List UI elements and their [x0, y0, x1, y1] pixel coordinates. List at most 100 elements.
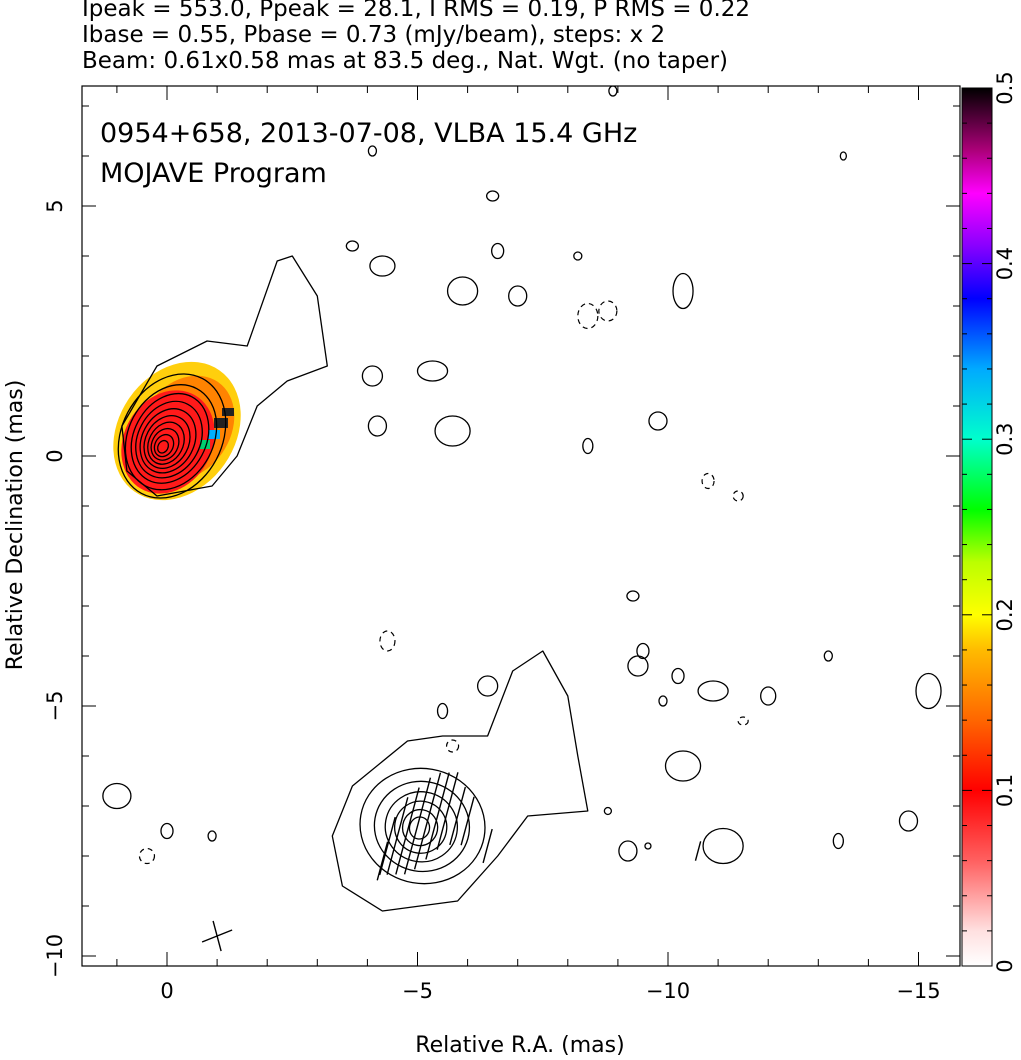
contour-island	[702, 827, 744, 865]
contour-island	[207, 830, 217, 842]
pol-vector	[425, 772, 450, 860]
contour-island	[627, 655, 649, 677]
contour-island	[672, 272, 694, 310]
contour-core	[139, 408, 197, 474]
contour-island	[446, 276, 479, 306]
contour-core	[117, 373, 227, 499]
x-axis-label: Relative R.A. (mas)	[415, 1033, 624, 1058]
contour-jet-envelope	[121, 255, 328, 497]
contour-island	[648, 411, 668, 431]
pol-patch-dark	[222, 408, 235, 416]
contour-lower-component	[384, 791, 459, 863]
contour-negative	[445, 739, 460, 753]
colorbar	[961, 87, 993, 967]
pol-patch-green	[200, 440, 211, 449]
pol-patch-blue	[208, 430, 221, 439]
contour-negative	[598, 300, 618, 322]
contour-island	[671, 667, 685, 685]
contour-core	[143, 415, 191, 469]
y-tick-label: −10	[43, 934, 67, 978]
contour-lower-component	[394, 800, 448, 854]
contour-negative	[737, 716, 749, 726]
contour-negative	[379, 630, 396, 652]
contour-core	[135, 400, 203, 479]
pol-vector	[449, 786, 467, 846]
pol-vector	[482, 828, 493, 864]
contour-core	[130, 392, 210, 484]
contour-core	[153, 433, 175, 458]
contour-island	[434, 415, 471, 447]
contour-island	[367, 415, 388, 437]
contour-island	[582, 437, 594, 455]
y-tick-label: −5	[43, 691, 67, 722]
x-tick-label: −10	[646, 979, 690, 1003]
pol-vector	[413, 772, 442, 870]
pol-vector	[403, 777, 432, 875]
contour-core	[147, 421, 185, 465]
plot-frame	[81, 85, 961, 967]
contour-island	[832, 832, 845, 850]
contour-island	[102, 782, 132, 810]
colorbar-tick-label: 0.2	[993, 598, 1017, 631]
contour-island	[823, 650, 833, 662]
x-tick-label: 0	[160, 979, 173, 1003]
contour-island	[361, 365, 384, 387]
contour-core	[156, 439, 170, 454]
contour-island	[573, 251, 583, 261]
chart-subtitle: MOJAVE Program	[100, 158, 327, 189]
contour-negative	[701, 472, 715, 490]
pol-vector	[460, 796, 475, 846]
pol-vector	[395, 787, 420, 875]
contour-island	[608, 86, 618, 97]
contour-island	[839, 151, 848, 161]
contour-negative	[577, 302, 599, 330]
colorbar-tick-label: 0.3	[993, 422, 1017, 455]
contour-island	[898, 810, 919, 832]
contour-island	[490, 242, 505, 260]
contour-island	[367, 145, 378, 157]
contour-island	[436, 702, 449, 720]
contour-island	[618, 840, 638, 862]
x-tick-label: −5	[402, 979, 433, 1003]
contour-island	[760, 686, 777, 706]
colorbar-tick-label: 0.5	[993, 71, 1017, 104]
contour-lower-component	[373, 780, 471, 873]
colorbar-tick-label: 0.4	[993, 247, 1017, 280]
header-line-peaks: Ipeak = 553.0, Ppeak = 28.1, I RMS = 0.1…	[82, 0, 751, 22]
contour-island	[915, 672, 942, 710]
y-tick-label: 5	[43, 199, 67, 212]
contour-lower-envelope	[331, 650, 589, 912]
chart-title: 0954+658, 2013-07-08, VLBA 15.4 GHz	[100, 118, 637, 149]
contour-island	[485, 190, 500, 202]
contour-island	[476, 675, 499, 697]
contour-island	[658, 695, 668, 707]
beam-cross	[212, 920, 222, 952]
contour-island	[160, 822, 174, 840]
header-line-beam: Beam: 0.61x0.58 mas at 83.5 deg., Nat. W…	[82, 48, 728, 74]
contour-lower-component	[359, 767, 486, 885]
contour-island	[416, 360, 449, 382]
contour-island	[603, 806, 613, 816]
y-axis-label: Relative Declination (mas)	[3, 380, 28, 671]
y-tick-label: 0	[43, 449, 67, 462]
pol-vector	[376, 841, 389, 881]
contour-negative	[138, 847, 156, 865]
contour-island	[697, 680, 729, 702]
contour-lower-component	[401, 808, 439, 847]
colorbar-tick-label: 0.1	[993, 774, 1017, 807]
contour-island	[345, 240, 360, 252]
contour-island	[508, 285, 528, 307]
contour-lower-component	[408, 816, 431, 840]
contour-core	[150, 427, 180, 461]
header-line-base: Ibase = 0.55, Pbase = 0.73 (mJy/beam), s…	[82, 22, 666, 48]
contour-island	[369, 255, 396, 277]
contour-island	[644, 842, 652, 850]
colorbar-tick-label: 0	[993, 959, 1017, 972]
contour-island	[636, 642, 650, 660]
pol-patch-dark	[214, 418, 229, 428]
contour-island	[664, 750, 702, 782]
pol-vector	[378, 816, 396, 876]
x-tick-label: −15	[896, 979, 940, 1003]
pol-vector	[694, 841, 702, 861]
